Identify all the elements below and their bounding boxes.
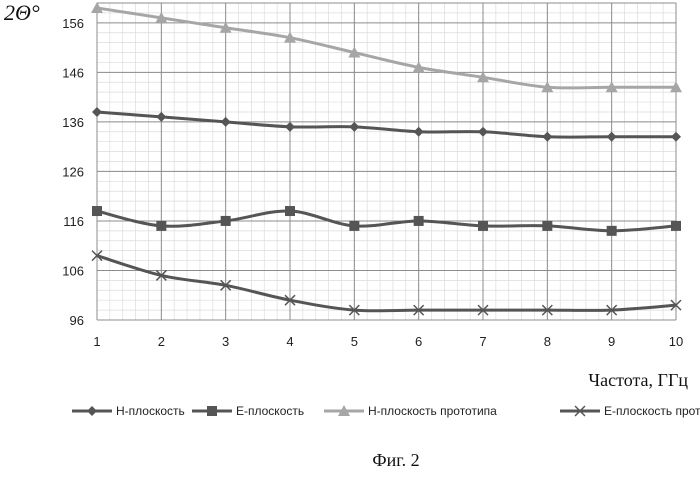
y-tick-label: 126 [62, 164, 84, 179]
data-point [285, 206, 295, 217]
legend-item: Е-плоскость [192, 404, 304, 418]
x-tick-label: 5 [351, 334, 358, 349]
data-point [219, 21, 232, 33]
x-tick-label: 10 [669, 334, 683, 349]
series-1 [92, 106, 681, 142]
data-point [155, 269, 167, 281]
legend-label: Е-плоскость [236, 404, 304, 418]
legend-swatch-marker [207, 406, 217, 416]
figure-caption: Фиг. 2 [372, 450, 419, 470]
data-point [156, 111, 167, 122]
legend-item: Н-плоскость прототипа [324, 404, 497, 418]
legend-swatch-marker [338, 405, 350, 416]
data-point [284, 294, 296, 306]
y-tick-label: 136 [62, 115, 84, 130]
major-gridlines [96, 2, 677, 321]
data-point [478, 126, 488, 137]
data-point [477, 71, 489, 83]
data-point [413, 215, 424, 226]
legend: Н-плоскость Е-плоскость Н-плоскость протот… [72, 404, 700, 418]
series-line [96, 254, 677, 313]
x-tick-label: 4 [286, 334, 293, 349]
data-point [541, 81, 554, 93]
legend-label: Н-плоскость прототипа [368, 404, 497, 418]
data-point [412, 61, 425, 73]
data-point [413, 304, 425, 316]
data-point [285, 121, 295, 132]
data-point [349, 121, 360, 132]
legend-item: Е-плоскость прототипа [560, 404, 700, 418]
series-2 [92, 206, 681, 236]
data-point [671, 131, 681, 142]
data-point [348, 304, 360, 316]
y-axis-label: 2Θ° [4, 0, 40, 25]
data-point [670, 299, 682, 311]
legend-swatch-marker [574, 405, 586, 417]
x-tick-label: 9 [608, 334, 615, 349]
series-line [96, 6, 676, 90]
data-point [156, 220, 167, 231]
x-tick-label: 7 [479, 334, 486, 349]
y-tick-label: 106 [62, 263, 84, 278]
series-line [96, 209, 677, 233]
data-point [478, 220, 488, 231]
x-tick-label: 6 [415, 334, 422, 349]
y-tick-labels: 96 106 116 126 136 146 156 [62, 16, 84, 328]
data-point [606, 131, 617, 142]
data-point [155, 11, 168, 23]
data-point [91, 1, 103, 13]
x-tick-label: 1 [93, 334, 100, 349]
data-point [348, 46, 361, 58]
data-point [606, 225, 617, 236]
data-point [92, 106, 102, 117]
data-point [542, 131, 553, 142]
data-point [670, 81, 682, 93]
legend-swatch-marker [87, 406, 97, 416]
legend-label: Н-плоскость [116, 404, 185, 418]
data-point [477, 304, 489, 316]
data-point [605, 81, 618, 93]
x-tick-label: 2 [158, 334, 165, 349]
data-point [220, 215, 231, 226]
series-3 [91, 1, 682, 93]
data-point [413, 126, 424, 137]
data-point [91, 250, 103, 262]
data-point [542, 220, 553, 231]
legend-label: Е-плоскость прототипа [604, 404, 700, 418]
data-point [606, 304, 618, 316]
data-point [220, 116, 231, 127]
y-tick-label: 156 [62, 16, 84, 31]
y-tick-label: 96 [70, 313, 84, 328]
data-point [220, 279, 232, 291]
y-tick-label: 146 [62, 65, 84, 80]
legend-item: Н-плоскость [72, 404, 185, 418]
y-tick-label: 116 [63, 214, 84, 229]
x-tick-labels: 1 2 3 4 5 6 7 8 9 10 [93, 334, 683, 349]
series-line [96, 110, 676, 139]
data-point [671, 220, 681, 231]
x-axis-label: Частота, ГГц [588, 370, 688, 390]
x-tick-label: 3 [222, 334, 229, 349]
x-tick-label: 8 [544, 334, 551, 349]
data-point [284, 31, 296, 43]
series-layer [91, 1, 682, 316]
data-point [349, 220, 360, 231]
data-point [541, 304, 553, 316]
series-4 [91, 250, 682, 316]
data-point [92, 206, 102, 217]
minor-gridlines [96, 2, 677, 321]
